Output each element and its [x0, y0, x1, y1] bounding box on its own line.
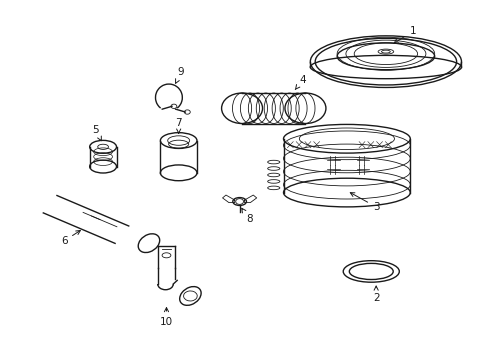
Text: 8: 8	[241, 208, 252, 224]
Text: 5: 5	[92, 125, 101, 141]
Text: 7: 7	[175, 118, 182, 134]
Text: 9: 9	[175, 67, 184, 84]
Text: 3: 3	[349, 193, 379, 212]
Text: 6: 6	[61, 230, 80, 246]
Text: 10: 10	[160, 307, 173, 327]
Text: 1: 1	[393, 26, 415, 44]
Text: 2: 2	[372, 286, 379, 303]
Text: 4: 4	[295, 75, 305, 90]
